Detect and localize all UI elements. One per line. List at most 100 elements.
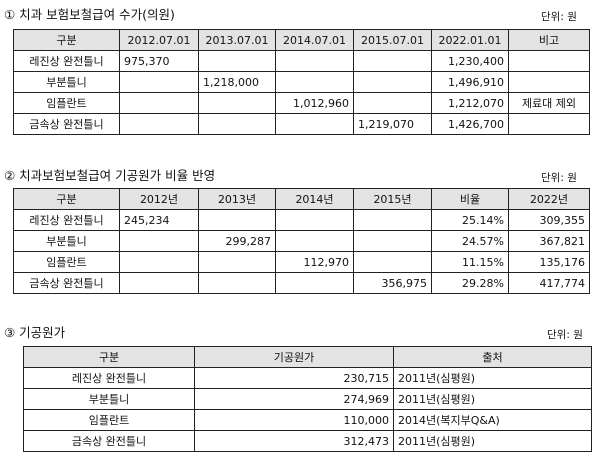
column-header: 구분	[13, 188, 120, 210]
table-cell	[275, 230, 354, 252]
table-cell: 2011년(심평원)	[393, 388, 592, 410]
table-header-row: 구분 2012년 2013년 2014년 2015년 비율 2022년	[13, 188, 590, 210]
table-cell	[198, 50, 276, 72]
table-cell	[198, 272, 276, 294]
table-cell: 135,176	[508, 251, 590, 273]
table-cell: 11.15%	[431, 251, 509, 273]
table-row: 레진상 완전틀니 230,715 2011년(심평원)	[23, 367, 592, 389]
table-cell	[275, 50, 354, 72]
table-header-row: 구분 기공원가 출처	[23, 346, 592, 368]
table-row: 임플란트 110,000 2014년(복지부Q&A)	[23, 409, 592, 431]
table-header-row: 구분 2012.07.01 2013.07.01 2014.07.01 2015…	[13, 29, 590, 51]
table-cell: 24.57%	[431, 230, 509, 252]
table-cell	[275, 272, 354, 294]
table-cell: 245,234	[119, 209, 199, 231]
column-header: 2013.07.01	[198, 29, 276, 51]
section2-unit: 단위: 원	[541, 172, 577, 184]
table-row: 부분틀니 299,287 24.57% 367,821	[13, 230, 590, 252]
table-cell: 1,230,400	[431, 50, 509, 72]
column-header: 2022년	[508, 188, 590, 210]
column-header: 2015.07.01	[353, 29, 432, 51]
table-cell	[508, 50, 590, 72]
column-header: 비율	[431, 188, 509, 210]
table-cell	[198, 209, 276, 231]
table-row: 부분틀니 274,969 2011년(심평원)	[23, 388, 592, 410]
column-header: 2015년	[353, 188, 432, 210]
table-cell	[275, 113, 354, 135]
row-label: 임플란트	[13, 92, 120, 114]
row-label: 레진상 완전틀니	[23, 367, 195, 389]
table-cell: 2011년(심평원)	[393, 430, 592, 452]
table-cell	[275, 71, 354, 93]
table-row: 부분틀니 1,218,000 1,496,910	[13, 71, 590, 93]
table-cell	[119, 71, 199, 93]
table-cell: 2014년(복지부Q&A)	[393, 409, 592, 431]
row-label: 레진상 완전틀니	[13, 50, 120, 72]
column-header: 기공원가	[194, 346, 394, 368]
table-cell	[508, 113, 590, 135]
table-row: 레진상 완전틀니 245,234 25.14% 309,355	[13, 209, 590, 231]
table-cell: 417,774	[508, 272, 590, 294]
cost-ratio-table: 구분 2012년 2013년 2014년 2015년 비율 2022년 레진상 …	[13, 188, 590, 294]
row-label: 부분틀니	[13, 230, 120, 252]
table-cell	[353, 209, 432, 231]
table-row: 금속상 완전틀니 356,975 29.28% 417,774	[13, 272, 590, 294]
row-label: 금속상 완전틀니	[23, 430, 195, 452]
column-header: 2014년	[275, 188, 354, 210]
table-cell	[119, 251, 199, 273]
row-label: 임플란트	[23, 409, 195, 431]
column-header: 2012년	[119, 188, 199, 210]
table-cell: 312,473	[194, 430, 394, 452]
table-cell: 309,355	[508, 209, 590, 231]
table-cell: 1,496,910	[431, 71, 509, 93]
table-cell: 110,000	[194, 409, 394, 431]
table-row: 레진상 완전틀니 975,370 1,230,400	[13, 50, 590, 72]
table-cell: 29.28%	[431, 272, 509, 294]
column-header: 2013년	[198, 188, 276, 210]
table-cell: 367,821	[508, 230, 590, 252]
table-cell: 25.14%	[431, 209, 509, 231]
row-label: 금속상 완전틀니	[13, 272, 120, 294]
table-cell: 299,287	[198, 230, 276, 252]
section2-title: ② 치과보험보철급여 기공원가 비율 반영	[4, 168, 216, 183]
table-cell	[353, 251, 432, 273]
table-cell: 356,975	[353, 272, 432, 294]
table-cell	[119, 113, 199, 135]
table-row: 금속상 완전틀니 1,219,070 1,426,700	[13, 113, 590, 135]
fee-table: 구분 2012.07.01 2013.07.01 2014.07.01 2015…	[13, 29, 590, 135]
table-cell: 274,969	[194, 388, 394, 410]
table-cell	[119, 230, 199, 252]
table-cell: 230,715	[194, 367, 394, 389]
column-header: 구분	[23, 346, 195, 368]
table-cell: 1,426,700	[431, 113, 509, 135]
table-cell: 제료대 제외	[508, 92, 590, 114]
table-cell: 1,012,960	[275, 92, 354, 114]
table-cell	[353, 50, 432, 72]
table-cell: 2011년(심평원)	[393, 367, 592, 389]
section1-title: ① 치과 보험보철급여 수가(의원)	[4, 7, 175, 22]
row-label: 부분틀니	[13, 71, 120, 93]
table-row: 금속상 완전틀니 312,473 2011년(심평원)	[23, 430, 592, 452]
row-label: 금속상 완전틀니	[13, 113, 120, 135]
section3-title: ③ 기공원가	[4, 325, 66, 340]
table-cell	[508, 71, 590, 93]
column-header: 2012.07.01	[119, 29, 199, 51]
column-header: 2014.07.01	[275, 29, 354, 51]
table-cell	[353, 71, 432, 93]
column-header: 비고	[508, 29, 590, 51]
table-cell	[119, 272, 199, 294]
section3-unit: 단위: 원	[547, 329, 583, 341]
table-cell: 1,219,070	[353, 113, 432, 135]
table-row: 임플란트 112,970 11.15% 135,176	[13, 251, 590, 273]
row-label: 레진상 완전틀니	[13, 209, 120, 231]
table-cell	[198, 251, 276, 273]
table-cell: 975,370	[119, 50, 199, 72]
table-cell	[353, 230, 432, 252]
section1-unit: 단위: 원	[541, 11, 577, 23]
table-cell	[353, 92, 432, 114]
table-cell	[198, 113, 276, 135]
column-header: 2022.01.01	[431, 29, 509, 51]
table-cell: 1,218,000	[198, 71, 276, 93]
table-row: 임플란트 1,012,960 1,212,070 제료대 제외	[13, 92, 590, 114]
lab-cost-table: 구분 기공원가 출처 레진상 완전틀니 230,715 2011년(심평원) 부…	[23, 346, 592, 452]
